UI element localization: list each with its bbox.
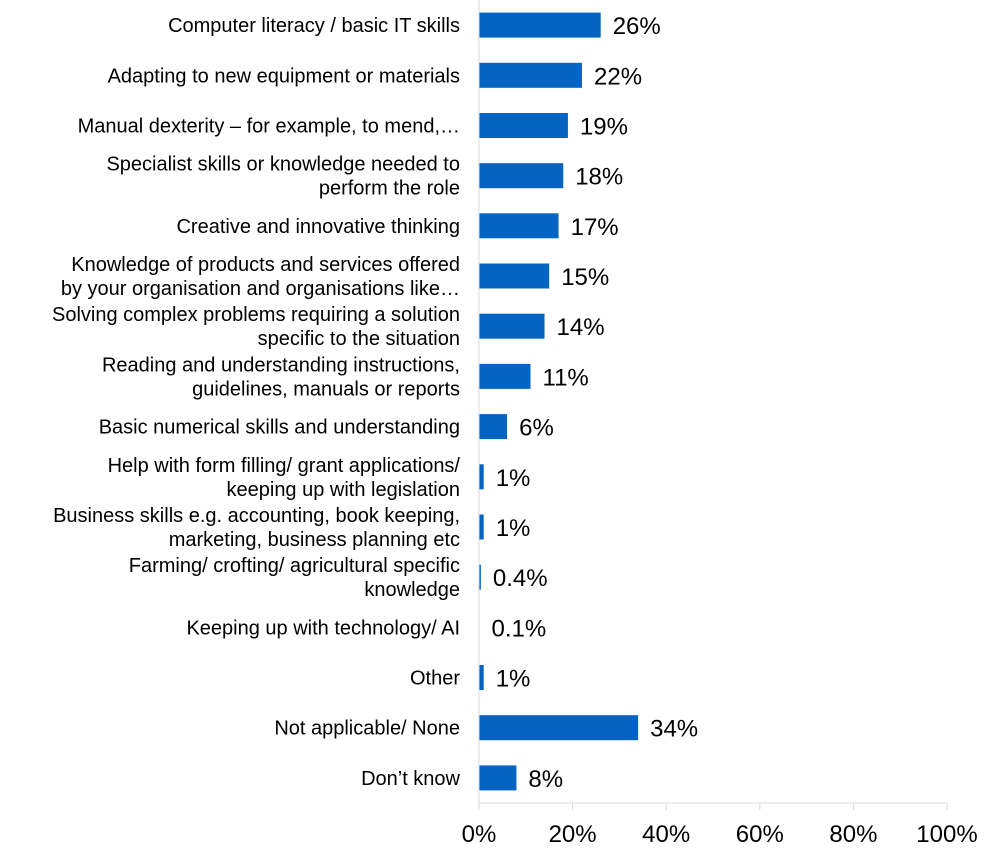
bar <box>479 263 550 289</box>
category-label: Manual dexterity – for example, to mend,… <box>78 116 460 138</box>
category-label: Solving complex problems requiring a sol… <box>52 304 460 350</box>
category-label: Creative and innovative thinking <box>176 216 460 238</box>
category-labels: Computer literacy / basic IT skills Adapt… <box>52 15 461 790</box>
value-label: 18% <box>575 164 623 191</box>
value-label: 11% <box>543 364 589 391</box>
value-label: 26% <box>613 13 661 40</box>
bar <box>479 363 531 389</box>
category-label: Computer literacy / basic IT skills <box>168 15 460 37</box>
x-tick-label: 100% <box>916 821 977 848</box>
axes: 0% 20% 40% 60% 80% 100% <box>462 0 978 848</box>
value-labels: 26% 22% 19% 18% 17% 15% 14% 11% 6% 1% 1% 0.4% 0.1% 1%… <box>492 13 699 793</box>
bar <box>479 62 582 88</box>
category-label: Keeping up with technology/ AI <box>186 617 460 639</box>
x-tick-label: 20% <box>549 821 597 848</box>
category-label: Specialist skills or knowledge needed to… <box>106 154 460 200</box>
category-label: Business skills e.g. accounting, book ke… <box>53 505 460 551</box>
x-tick-label: 40% <box>642 821 690 848</box>
bars <box>479 12 639 791</box>
category-label: Other <box>410 668 460 690</box>
category-label: Not applicable/ None <box>274 718 460 740</box>
bar <box>479 313 545 339</box>
x-tick-label: 60% <box>736 821 784 848</box>
value-label: 17% <box>571 214 619 241</box>
value-label: 0.1% <box>492 615 547 642</box>
category-label: Adapting to new equipment or materials <box>108 65 460 87</box>
bar <box>479 113 568 138</box>
bar <box>479 765 517 791</box>
value-label: 8% <box>528 766 563 793</box>
value-label: 1% <box>496 465 531 492</box>
value-label: 0.4% <box>493 565 548 592</box>
value-label: 15% <box>561 264 609 291</box>
bar <box>479 564 481 590</box>
category-label: Farming/ crofting/ agricultural specific… <box>129 555 460 601</box>
value-label: 34% <box>650 716 698 743</box>
category-label: Basic numerical skills and understanding <box>99 417 460 439</box>
value-label: 14% <box>557 314 605 341</box>
bar <box>479 464 484 490</box>
bar <box>479 12 601 38</box>
value-label: 6% <box>519 415 554 442</box>
value-label: 19% <box>580 114 628 141</box>
bar <box>479 665 484 690</box>
category-label: Knowledge of products and services offer… <box>61 254 460 300</box>
category-label: Don’t know <box>361 768 460 790</box>
value-label: 22% <box>594 63 642 90</box>
x-tick-label: 80% <box>829 821 877 848</box>
x-tick-label: 0% <box>462 821 497 848</box>
bar <box>479 414 508 440</box>
category-label: Reading and understanding instructions, g… <box>102 354 460 400</box>
bar <box>479 163 564 189</box>
value-label: 1% <box>496 515 531 542</box>
bar <box>479 213 559 239</box>
value-label: 1% <box>496 666 531 693</box>
category-label: Help with form filling/ grant applicatio… <box>108 455 461 501</box>
bar <box>479 715 639 741</box>
bar <box>479 514 484 540</box>
